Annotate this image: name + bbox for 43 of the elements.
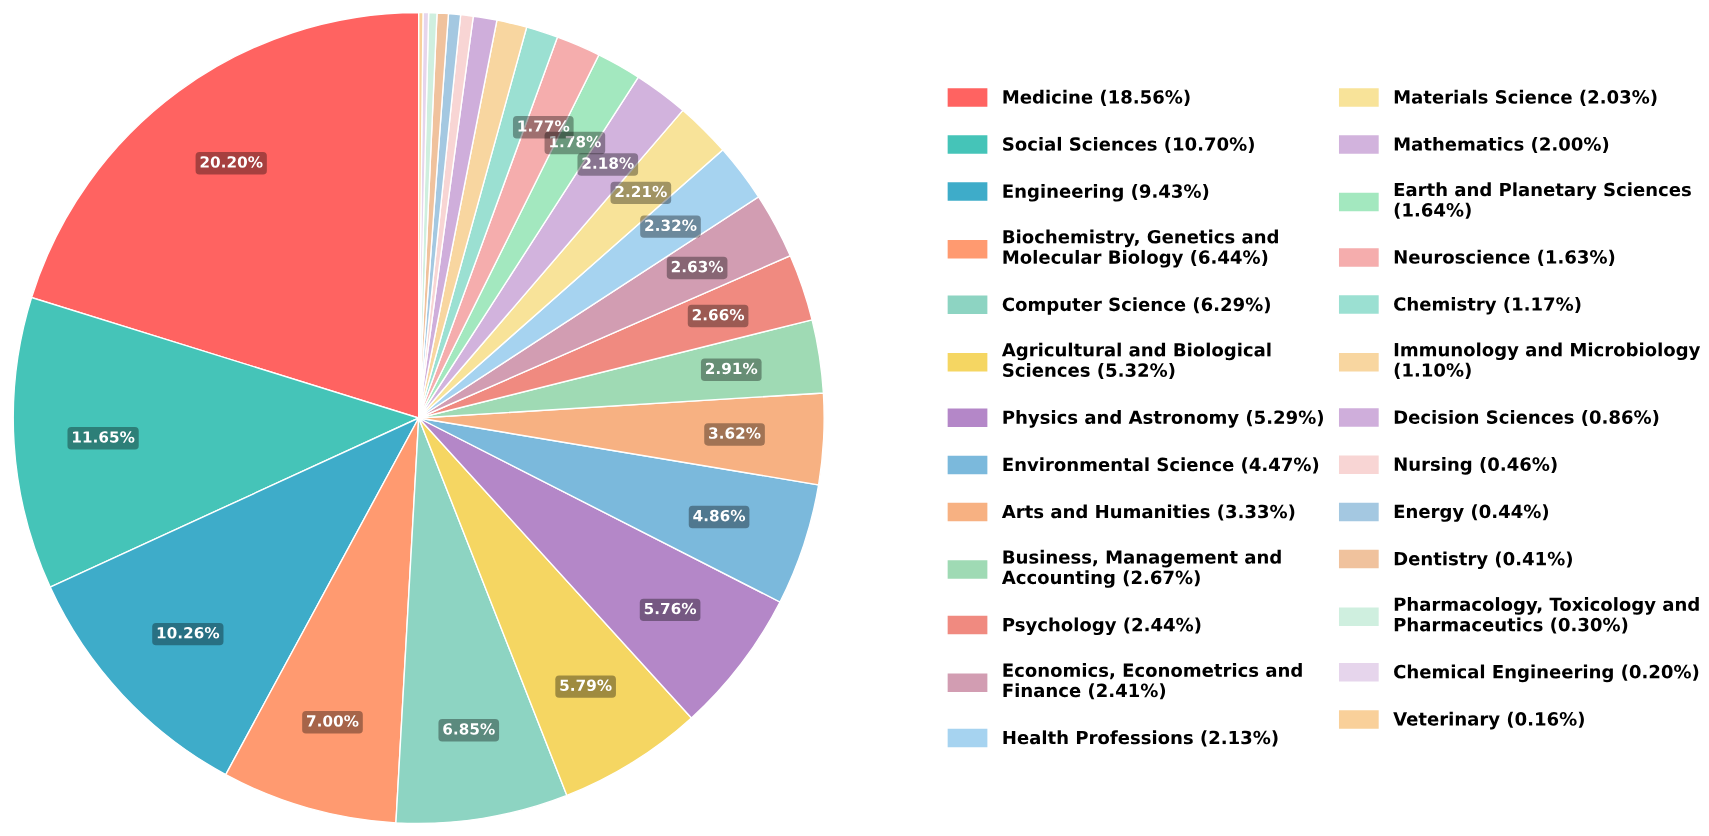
legend-label: Biochemistry, Genetics and Molecular Biology (6.44%) — [1003, 229, 1278, 268]
legend-label: Earth and Planetary Sciences (1.64%) — [1394, 182, 1691, 219]
legend-label: Economics, Econometrics and Finance (2.41%) — [1003, 663, 1302, 700]
legend-label: Chemical Engineering (0.20%) — [1394, 664, 1699, 683]
legend-label: Dentistry (0.41%) — [1394, 551, 1572, 570]
data-label: 3.62% — [709, 427, 761, 439]
legend-label: Agricultural and Biological Sciences (5.32%) — [1001, 342, 1271, 380]
legend-label: Pharmacology, Toxicology and Pharmaceutics (0.30%) — [1394, 597, 1699, 634]
data-label: 5.76% — [644, 602, 697, 615]
data-label: 1.78% — [550, 135, 601, 148]
legend-label: Mathematics (2.00%) — [1394, 136, 1609, 153]
legend-label: Health Professions (2.13%) — [1003, 730, 1278, 747]
data-label: 2.63% — [671, 260, 724, 273]
legend-label: Arts and Humanities (3.33%) — [1001, 504, 1295, 521]
legend-label: Materials Science (2.03%) — [1394, 89, 1657, 106]
legend-label: Psychology (2.44%) — [1003, 617, 1201, 636]
data-label: 5.79% — [560, 679, 612, 692]
data-label: 11.65% — [73, 431, 135, 443]
legend-label: Decision Sciences (0.86%) — [1394, 409, 1659, 427]
legend-label: Environmental Science (4.47%) — [1003, 457, 1319, 474]
legend-label: Computer Science (6.29%) — [1002, 297, 1270, 315]
legend-label: Energy (0.44%) — [1394, 504, 1549, 522]
legend-label: Social Sciences (10.70%) — [1003, 136, 1254, 153]
data-label: 10.26% — [157, 627, 220, 639]
data-label: 7.00% — [307, 715, 359, 727]
data-label: 1.77% — [518, 120, 570, 132]
legend-label: Chemistry (1.17%) — [1394, 296, 1581, 315]
legend-label: Business, Management and Accounting (2.67%) — [1001, 549, 1281, 588]
legend-label: Physics and Astronomy (5.29%) — [1003, 410, 1323, 428]
legend-label: Immunology and Microbiology (1.10%) — [1394, 342, 1701, 379]
data-label: 6.85% — [443, 723, 495, 735]
legend-label: Engineering (9.43%) — [1003, 183, 1209, 202]
legend-label: Nursing (0.46%) — [1394, 457, 1557, 475]
data-label: 2.21% — [615, 185, 667, 198]
data-label: 4.86% — [693, 509, 746, 522]
legend-label: Neuroscience (1.63%) — [1394, 249, 1615, 266]
data-label: 2.18% — [582, 157, 634, 169]
data-label: 20.20% — [200, 156, 263, 168]
data-label: 2.66% — [692, 308, 745, 321]
legend-label: Medicine (18.56%) — [1003, 89, 1190, 106]
legend-label: Veterinary (0.16%) — [1393, 711, 1584, 730]
data-label: 2.91% — [705, 362, 758, 375]
data-label: 2.32% — [645, 219, 697, 232]
